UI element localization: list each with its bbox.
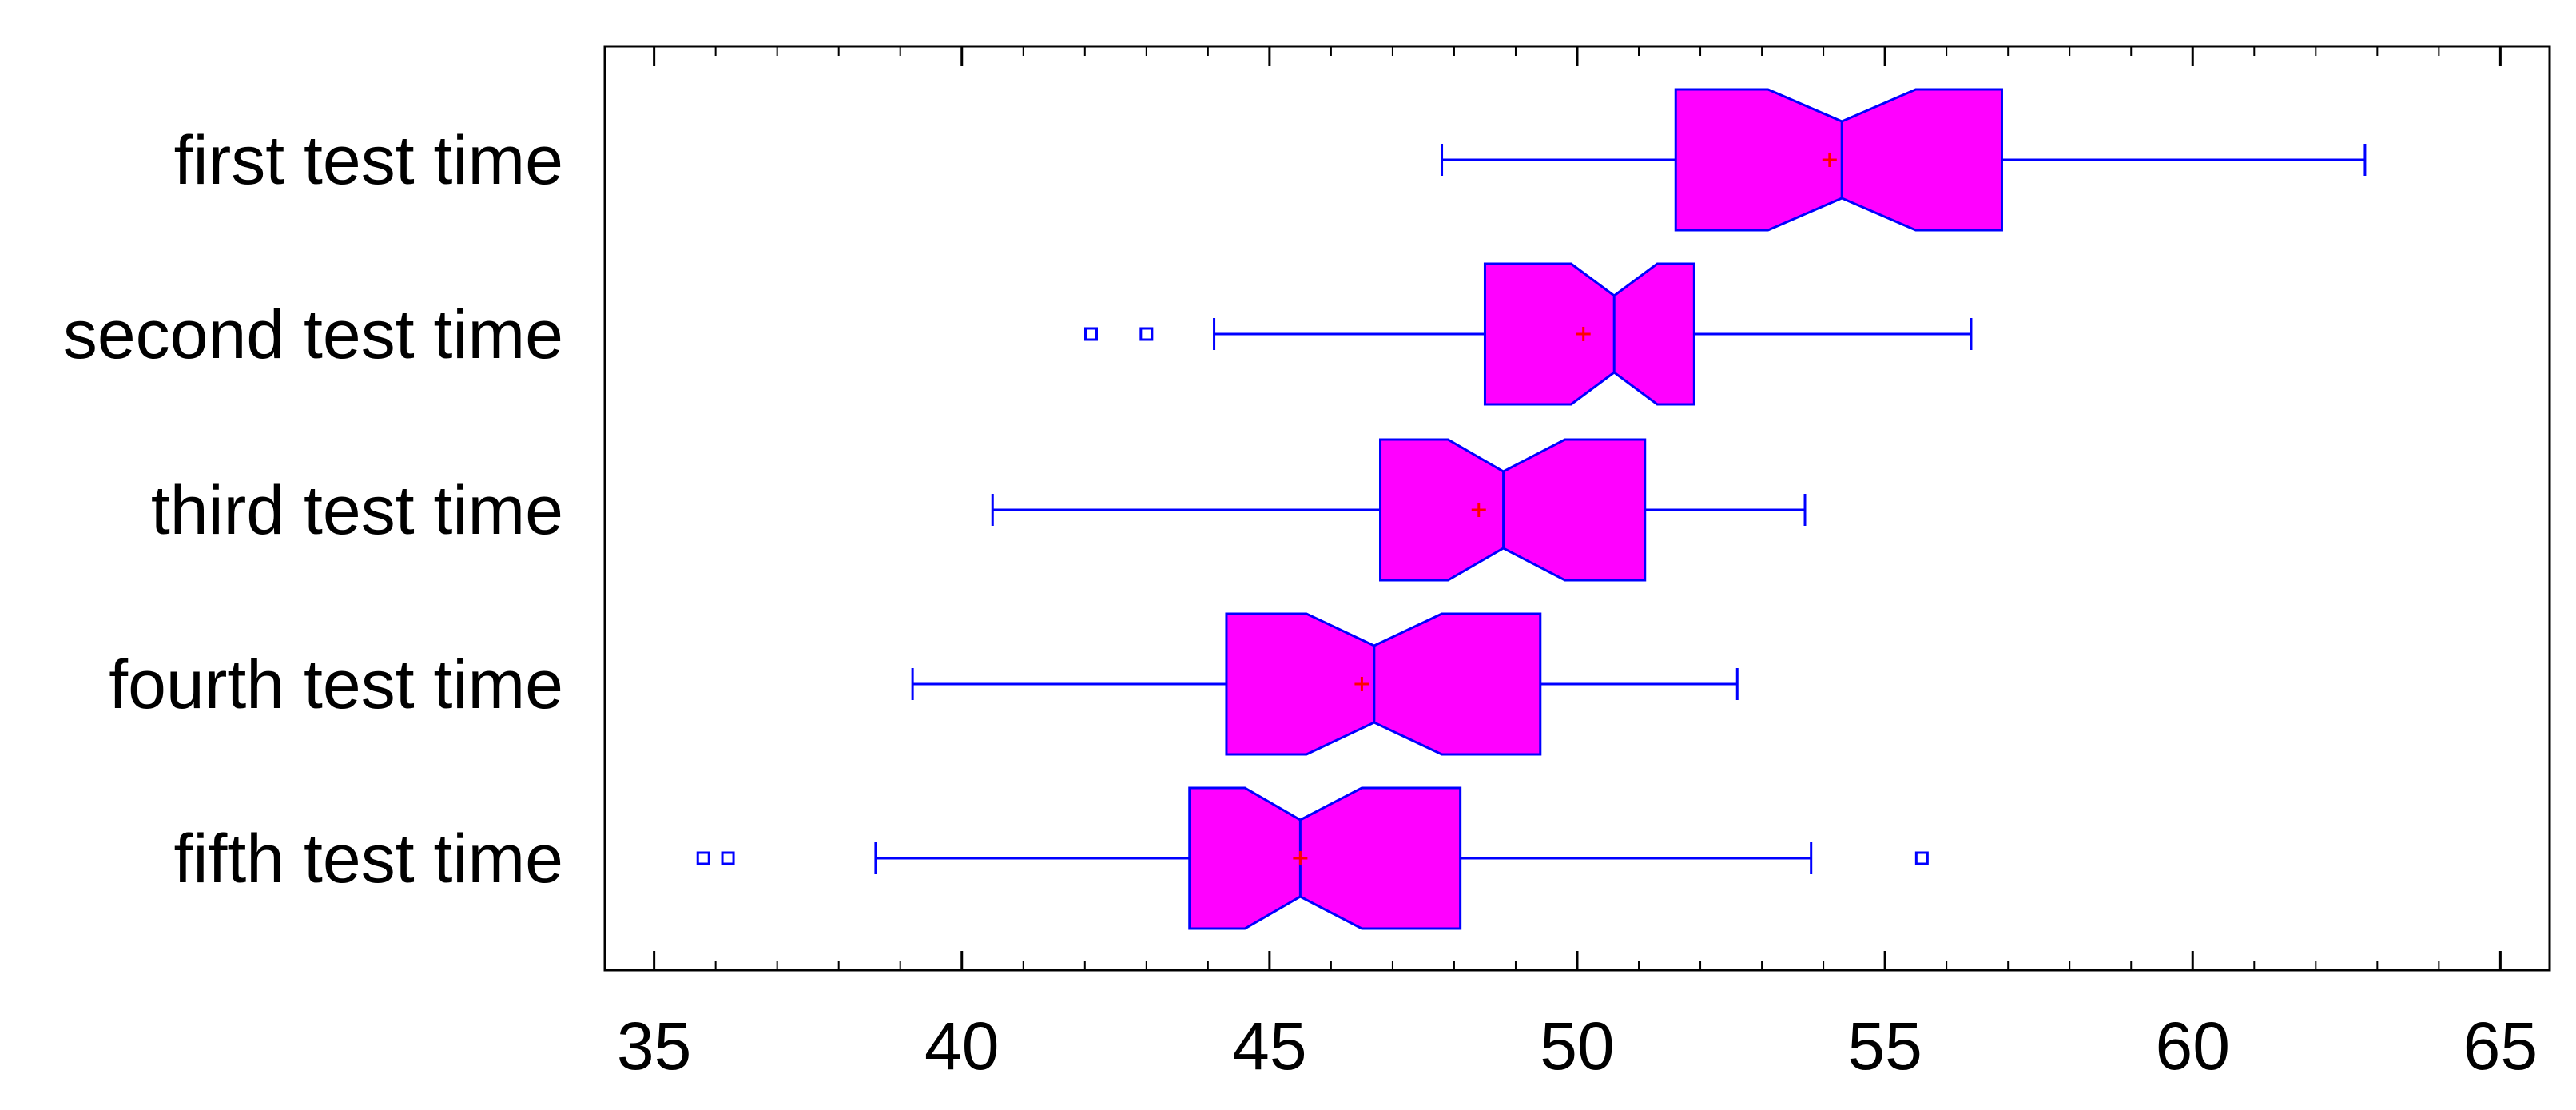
category-label: fourth test time [109,647,563,723]
outlier-point [721,851,735,865]
category-label: fifth test time [174,821,564,897]
notched-box [1225,612,1542,756]
notched-box [1379,438,1647,582]
outlier-point [696,851,710,865]
notched-box [1188,786,1462,930]
x-tick-label: 35 [617,1009,691,1084]
category-label: second test time [63,296,563,373]
notched-box [1674,88,2003,232]
box-series [1441,88,2367,232]
box-series [696,786,1929,930]
box-series [911,612,1739,756]
outlier-point [1139,327,1154,341]
category-label: third test time [151,472,563,549]
x-tick-label: 45 [1232,1009,1306,1084]
outlier-point [1084,327,1098,341]
box-series [991,438,1807,582]
x-tick-label: 55 [1847,1009,1922,1084]
boxes [696,88,2367,930]
x-axis: 35 40 45 50 55 60 65 [617,46,2538,1084]
x-tick-label: 50 [1540,1009,1614,1084]
outlier-point [1914,851,1929,865]
box-series [1084,262,1973,406]
x-tick-label: 40 [924,1009,999,1084]
x-tick-label: 65 [2463,1009,2538,1084]
category-labels: first test time second test time third tes… [63,122,563,897]
x-tick-label: 60 [2156,1009,2230,1084]
category-label: first test time [174,122,563,199]
